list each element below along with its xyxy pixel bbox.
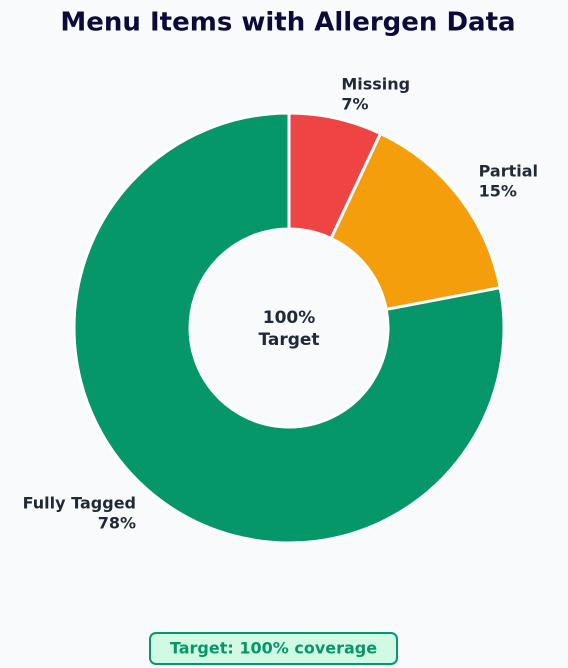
slice-label: Fully Tagged — [23, 493, 136, 512]
center-text: 100% — [263, 308, 316, 328]
value-label: 15% — [479, 181, 517, 200]
value-label: 7% — [341, 94, 368, 113]
footer-box — [149, 632, 398, 665]
footer-text: Target: 100% coverage — [170, 639, 377, 658]
slice — [329, 131, 502, 312]
value-label: 78% — [98, 513, 136, 532]
slices — [72, 111, 506, 545]
chart-title: Menu Items with Allergen Data — [60, 8, 515, 38]
slice-label: Missing — [341, 74, 410, 93]
center-text: Target — [258, 330, 319, 350]
slice — [72, 111, 506, 545]
slice-label: Partial — [479, 161, 538, 180]
